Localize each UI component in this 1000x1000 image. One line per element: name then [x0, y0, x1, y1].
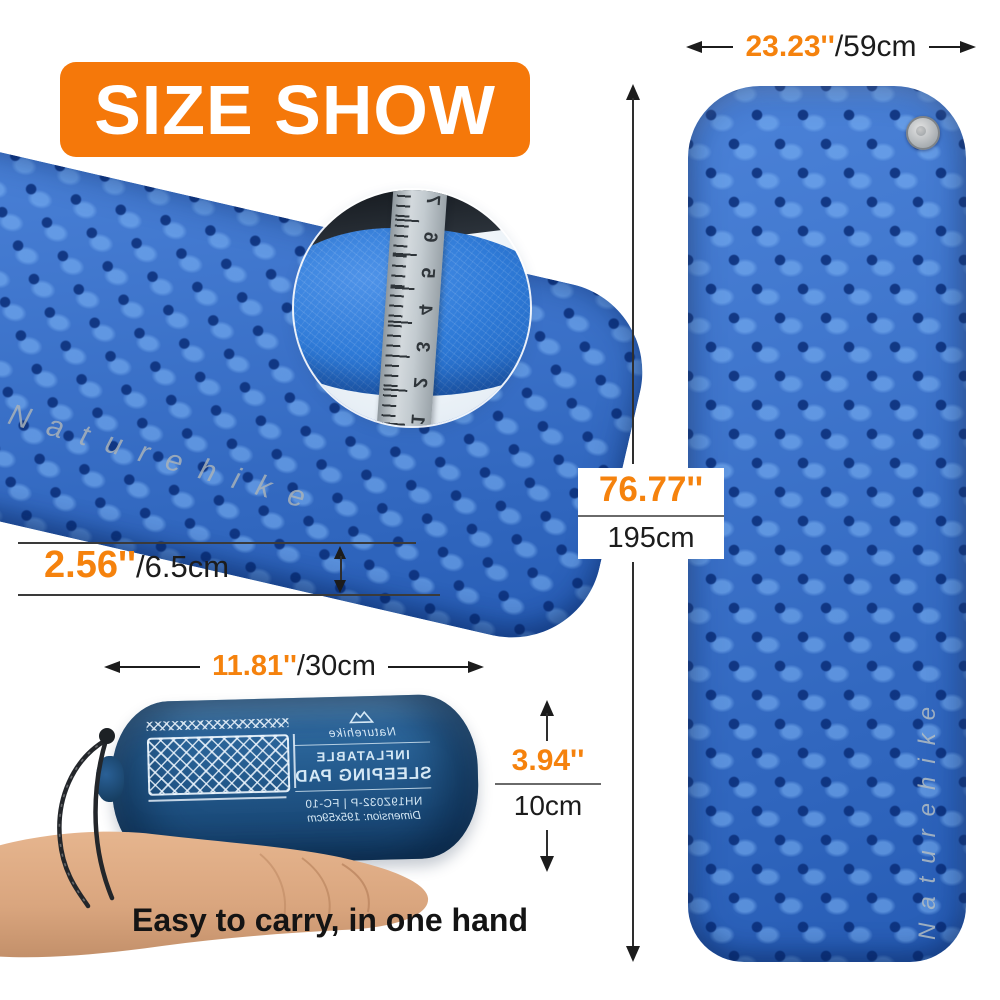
arrow-down-icon: [626, 946, 640, 962]
arrow-right-icon: [960, 41, 977, 53]
packed-height-cm: 10cm: [513, 790, 583, 821]
ruler-number: 6: [418, 230, 441, 243]
thickness-ruler-inset: 7 6 5 4 3 2 1: [294, 190, 530, 426]
finger-gap-line: [301, 857, 331, 921]
ruler-number: 3: [411, 340, 433, 353]
length-dimension-line-bottom: [632, 562, 634, 948]
dimension-line: [120, 665, 201, 668]
naturehike-logo-icon: [349, 710, 375, 724]
dimension-line: [702, 46, 734, 48]
dimension-line: [387, 665, 468, 668]
thickness-arrow-line: [340, 556, 342, 582]
thickness-cm: /6.5cm: [136, 549, 230, 584]
ruler-number: 4: [413, 303, 436, 316]
length-cm: 195cm: [607, 522, 695, 554]
thickness-inches: 2.56'': [44, 544, 137, 586]
bag-print-mirrored: Naturehike INFLATABLE SLEEPING PAD NH19Z…: [272, 708, 453, 847]
arrow-left-icon: [686, 41, 702, 53]
packed-height-inches: 3.94'': [511, 744, 585, 777]
drawstring-cord: [57, 728, 115, 909]
width-dimension-label: 23.23''/59cm: [733, 30, 928, 64]
label-divider: [495, 783, 601, 785]
arrow-left-icon: [104, 660, 120, 673]
hand-holding-bag: [0, 831, 429, 958]
packed-height-line-bottom: [546, 830, 548, 858]
arrow-right-icon: [468, 660, 484, 673]
sleeping-pad-top-view: Naturehike: [688, 86, 966, 962]
bag-line1: INFLATABLE: [314, 746, 410, 765]
arrow-up-icon: [626, 84, 640, 100]
size-show-badge: SIZE SHOW: [60, 62, 530, 157]
ruler-number: 2: [408, 376, 431, 389]
label-divider: [578, 515, 724, 517]
width-cm: /59cm: [834, 30, 917, 63]
ruler-number: 1: [405, 413, 428, 426]
cord-strand: [57, 737, 109, 909]
bag-mesh-pattern: [146, 734, 291, 796]
pad-brand-vertical-text: Naturehike: [914, 693, 941, 940]
dimension-line: [928, 46, 961, 48]
pad-brand-tilted-text: Naturehike: [4, 398, 327, 520]
cord-strand: [93, 737, 115, 901]
packed-length-inches: 11.81'': [212, 650, 297, 682]
arrow-up-icon: [540, 700, 554, 716]
palm-shape: [0, 831, 429, 958]
caption-text: Easy to carry, in one hand: [132, 902, 528, 938]
finger-gap-line: [341, 863, 370, 913]
ruler-number: 5: [416, 267, 438, 280]
length-dimension-label: 76.77'' 195cm: [578, 468, 724, 559]
thickness-bottom-line: [18, 594, 440, 596]
packed-length-dimension: 11.81''/30cm: [104, 650, 484, 683]
thickness-dimension-label: 2.56''/6.5cm: [44, 544, 229, 587]
arrow-down-icon: [334, 580, 346, 593]
packed-length-cm: /30cm: [296, 650, 376, 682]
arrow-up-icon: [334, 546, 346, 559]
bag-brand: Naturehike: [327, 724, 396, 741]
bag-chain-pattern: [146, 718, 289, 731]
length-dimension-line-top: [632, 98, 634, 464]
bag-line2: SLEEPING PAD: [294, 763, 432, 787]
cord-toggle: [99, 728, 115, 744]
cord-speckle: [58, 739, 107, 907]
packed-height-label: 3.94'' 10cm: [495, 744, 601, 822]
thickness-top-line: [18, 542, 416, 544]
arrow-down-icon: [540, 856, 554, 872]
bag-print-divider: [294, 741, 430, 747]
packed-length-label: 11.81''/30cm: [200, 650, 388, 683]
width-inches: 23.23'': [745, 30, 835, 63]
ruler-number: 7: [421, 194, 443, 207]
size-show-badge-label: SIZE SHOW: [94, 70, 496, 149]
stuff-sack: Naturehike INFLATABLE SLEEPING PAD NH19Z…: [109, 693, 481, 867]
packed-height-line-top: [546, 713, 548, 741]
finger-gap-line: [259, 853, 286, 927]
width-dimension: 23.23''/59cm: [686, 30, 977, 64]
inflation-valve-icon: [906, 116, 940, 150]
length-inches: 76.77'': [598, 470, 704, 509]
